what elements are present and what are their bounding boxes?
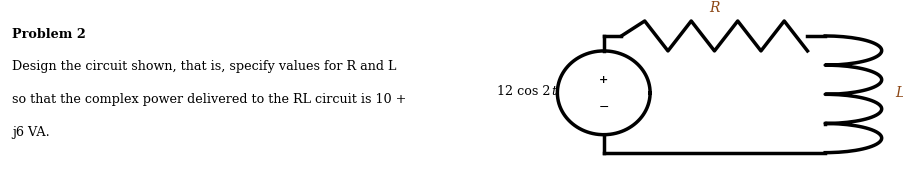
Text: j6 VA.: j6 VA. (12, 126, 50, 139)
Text: Problem 2: Problem 2 (12, 28, 86, 41)
Text: so that the complex power delivered to the RL circuit is 10 +: so that the complex power delivered to t… (12, 93, 406, 106)
Text: −: − (598, 101, 609, 114)
Text: L: L (894, 86, 903, 100)
Text: 12 cos 2: 12 cos 2 (497, 85, 550, 98)
Text: +: + (599, 74, 608, 85)
Text: Design the circuit shown, that is, specify values for R and L: Design the circuit shown, that is, speci… (12, 60, 396, 73)
Text: t: t (551, 85, 555, 98)
Text: R: R (709, 1, 719, 15)
